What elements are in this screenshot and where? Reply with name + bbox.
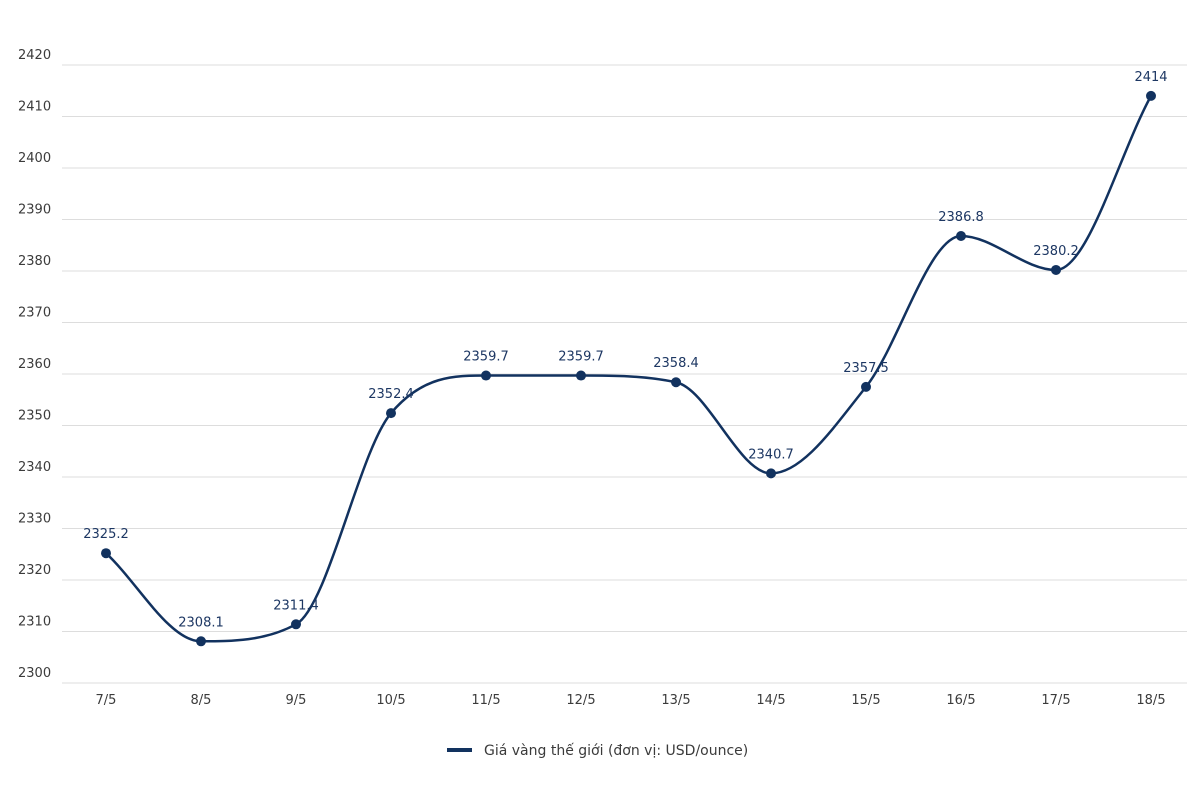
data-point — [956, 230, 966, 241]
y-tick-label: 2330 — [18, 512, 51, 527]
y-tick-label: 2340 — [18, 460, 51, 475]
data-point — [196, 636, 206, 647]
data-point — [671, 377, 681, 388]
data-label: 2359.7 — [558, 350, 604, 365]
y-tick-label: 2380 — [18, 254, 51, 269]
legend: Giá vàng thế giới (đơn vị: USD/ounce) — [447, 742, 748, 759]
data-label: 2386.8 — [938, 210, 984, 225]
x-axis-ticks: 7/5 8/5 9/5 10/5 11/5 12/5 13/5 14/5 15/5 16/5 17/… — [96, 693, 1166, 708]
legend-label: Giá vàng thế giới (đơn vị: USD/ounce) — [484, 742, 748, 759]
gridlines — [62, 64, 1187, 684]
data-points — [101, 90, 1156, 647]
data-point — [386, 408, 396, 419]
data-point — [861, 381, 871, 392]
data-label: 2308.1 — [178, 615, 224, 630]
data-point — [1146, 90, 1156, 101]
y-tick-label: 2420 — [18, 48, 51, 63]
y-tick-label: 2360 — [18, 357, 51, 372]
series-line — [104, 94, 1153, 643]
y-tick-label: 2320 — [18, 563, 51, 578]
x-tick-label: 12/5 — [566, 693, 595, 708]
data-point — [481, 370, 491, 381]
data-point — [576, 370, 586, 381]
data-label: 2414 — [1134, 70, 1167, 85]
x-tick-label: 10/5 — [376, 693, 405, 708]
x-tick-label: 13/5 — [661, 693, 690, 708]
y-tick-label: 2350 — [18, 409, 51, 424]
data-label: 2340.7 — [748, 447, 794, 462]
x-tick-label: 7/5 — [96, 693, 117, 708]
data-label: 2380.2 — [1033, 244, 1079, 259]
x-tick-label: 15/5 — [851, 693, 880, 708]
y-tick-label: 2310 — [18, 615, 51, 630]
data-label: 2357.5 — [843, 361, 889, 376]
data-point — [1051, 264, 1061, 275]
x-tick-label: 17/5 — [1041, 693, 1070, 708]
y-tick-label: 2400 — [18, 151, 51, 166]
data-point — [766, 468, 776, 479]
x-tick-label: 11/5 — [471, 693, 500, 708]
data-label: 2358.4 — [653, 356, 699, 371]
y-tick-label: 2390 — [18, 203, 51, 218]
data-label: 2359.7 — [463, 350, 509, 365]
data-label: 2352.4 — [368, 387, 414, 402]
data-point — [101, 548, 111, 559]
data-point — [291, 619, 301, 630]
y-tick-label: 2410 — [18, 100, 51, 115]
y-axis-ticks: 2300 2310 2320 2330 2340 2350 2360 2370 2380 2390… — [18, 48, 51, 681]
y-tick-label: 2300 — [18, 666, 51, 681]
data-label: 2325.2 — [83, 527, 129, 542]
x-tick-label: 18/5 — [1136, 693, 1165, 708]
data-label: 2311.4 — [273, 598, 319, 613]
x-tick-label: 14/5 — [756, 693, 785, 708]
x-tick-label: 16/5 — [946, 693, 975, 708]
data-labels: 2325.2 2308.1 2311.4 2352.4 2359.7 2359.7 2358… — [83, 70, 1167, 630]
y-tick-label: 2370 — [18, 306, 51, 321]
x-tick-label: 9/5 — [286, 693, 307, 708]
x-tick-label: 8/5 — [191, 693, 212, 708]
